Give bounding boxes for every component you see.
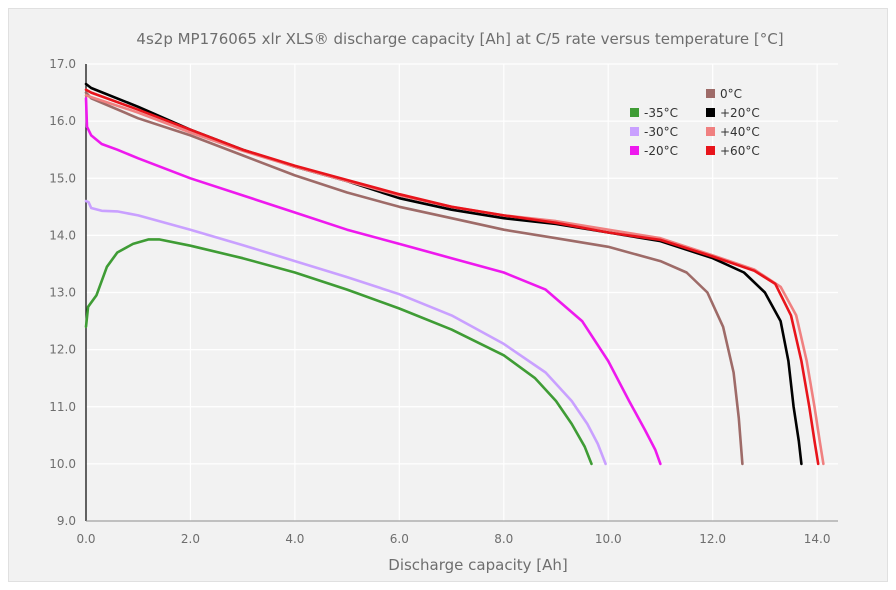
series-line-0: [84, 238, 593, 466]
x-tick-label: 12.0: [699, 532, 726, 546]
y-tick-label: 17.0: [49, 57, 76, 71]
legend-swatch: [706, 89, 715, 98]
x-tick-label: 6.0: [390, 532, 409, 546]
series-line-3: [84, 91, 744, 466]
y-tick-label: 15.0: [49, 171, 76, 185]
y-tick-label: 13.0: [49, 286, 76, 300]
axes: 9.0 10.0 11.0 12.0 13.0 14.0 15.0 16.0 17.0 0.0 2.…: [49, 57, 838, 546]
series-line-1: [84, 199, 607, 466]
x-tick-label: 4.0: [285, 532, 304, 546]
x-tick-label: 8.0: [494, 532, 513, 546]
x-axis-title: Discharge capacity [Ah]: [388, 556, 567, 574]
chart-title: 4s2p MP176065 xlr XLS® discharge capacit…: [136, 30, 783, 48]
y-tick-label: 12.0: [49, 343, 76, 357]
legend-label: -30°C: [644, 125, 678, 139]
chart-frame: [8, 8, 888, 582]
legend-swatch: [706, 108, 715, 117]
y-tick-label: 10.0: [49, 457, 76, 471]
legend-swatch: [706, 127, 715, 136]
legend-label: +20°C: [720, 106, 760, 120]
legend-label: -20°C: [644, 144, 678, 158]
x-tick-label: 0.0: [76, 532, 95, 546]
legend-swatch: [706, 146, 715, 155]
legend-swatch: [630, 146, 639, 155]
legend-swatch: [630, 108, 639, 117]
legend-label: +60°C: [720, 144, 760, 158]
y-tick-label: 16.0: [49, 114, 76, 128]
series-line-5: [84, 94, 825, 466]
legend-swatch: [630, 127, 639, 136]
series-lines: [84, 82, 825, 466]
y-tick-label: 14.0: [49, 228, 76, 242]
y-tick-label: 11.0: [49, 400, 76, 414]
legend-label: -35°C: [644, 106, 678, 120]
x-tick-label: 14.0: [804, 532, 831, 546]
series-line-6: [84, 88, 820, 466]
legend-label: 0°C: [720, 87, 742, 101]
legend: -35°C -30°C -20°C 0°C +20°C +40°C +60°C: [630, 87, 760, 158]
legend-label: +40°C: [720, 125, 760, 139]
x-tick-label: 10.0: [595, 532, 622, 546]
y-tick-label: 9.0: [57, 514, 76, 528]
x-tick-label: 2.0: [181, 532, 200, 546]
series-line-2: [84, 97, 662, 466]
